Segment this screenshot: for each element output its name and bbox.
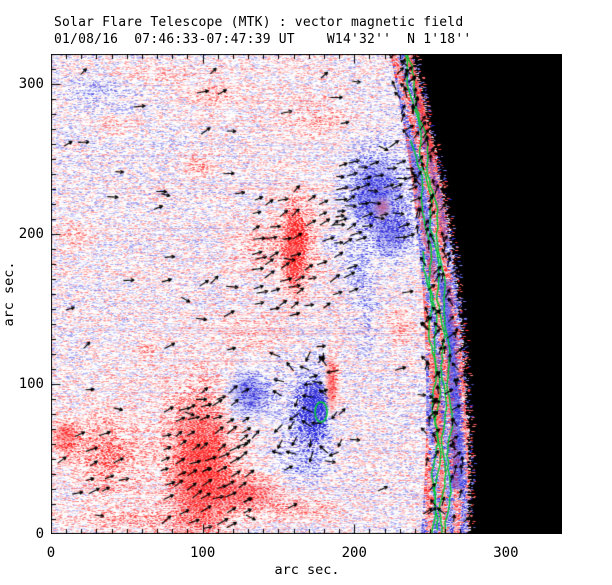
x-tick-label: 100 xyxy=(189,545,216,561)
y-tick-label: 200 xyxy=(18,226,44,242)
figure-title: Solar Flare Telescope (MTK) : vector mag… xyxy=(54,15,464,30)
y-tick-label: 100 xyxy=(18,376,44,392)
x-tick-label: 200 xyxy=(341,545,367,561)
y-tick-label: 300 xyxy=(18,76,44,92)
x-tick-label: 300 xyxy=(493,545,519,561)
x-axis-label: arc sec. xyxy=(274,562,340,578)
figure-subtitle: 01/08/16 07:46:33-07:47:39 UT W14'32'' N… xyxy=(54,32,472,47)
y-axis-label: arc sec. xyxy=(1,261,17,327)
y-tick-label: 0 xyxy=(35,526,44,542)
x-tick-label: 0 xyxy=(46,545,56,561)
magnetogram-plot-canvas xyxy=(51,54,562,534)
